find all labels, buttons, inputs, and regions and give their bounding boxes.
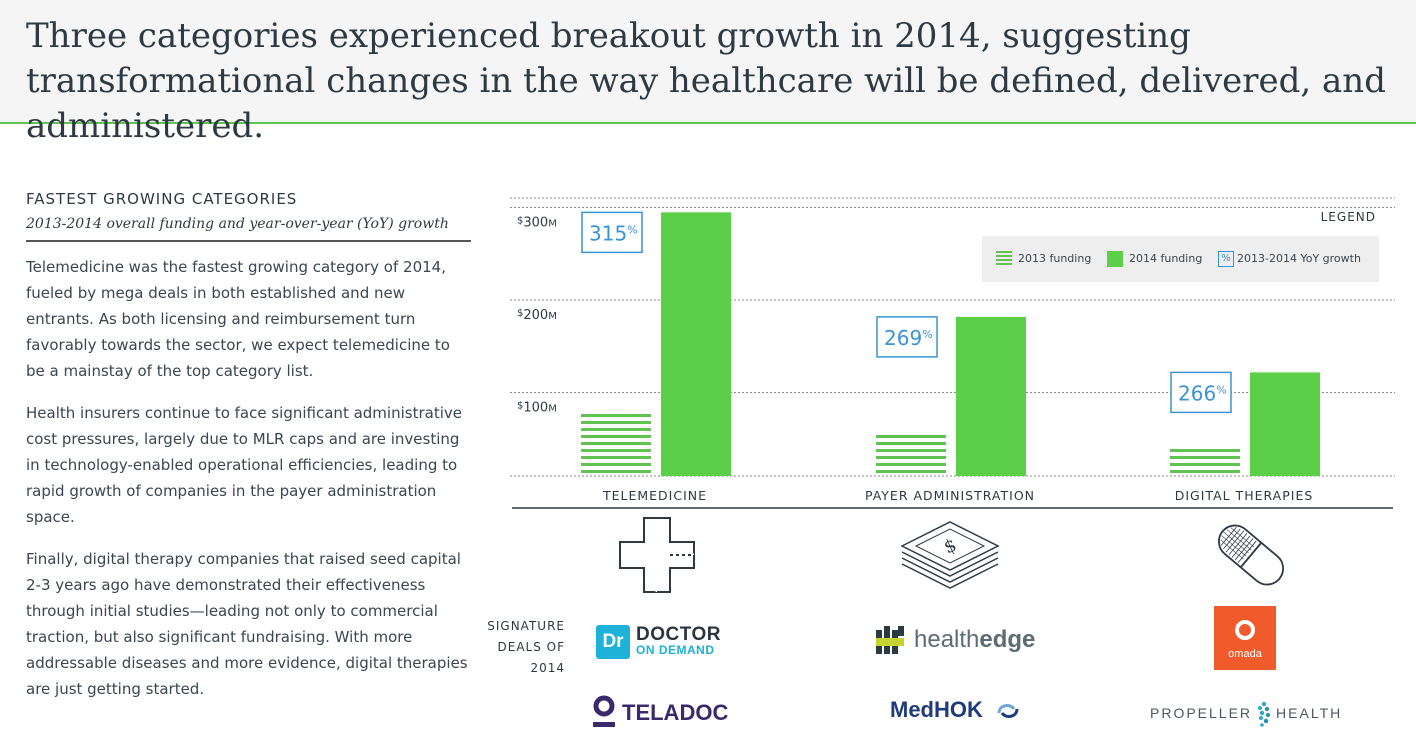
teladoc-wordmark: TELADOC [622, 700, 729, 725]
bar-2013-1 [876, 434, 946, 476]
bar-2013-2 [1170, 448, 1240, 476]
legend-item-2014: 2014 funding [1107, 250, 1202, 268]
signature-line-3: 2014 [530, 661, 565, 675]
y-tick-label-200: $200M [517, 308, 557, 323]
yoy-box-0 [581, 211, 643, 254]
medical-cross-icon [619, 517, 695, 593]
signature-deals-label: SIGNATURE DEALS OF 2014 [470, 616, 565, 679]
signature-line-1: SIGNATURE [487, 619, 565, 633]
bar-2014-2 [1250, 372, 1320, 476]
bar-2014-0 [661, 212, 731, 476]
legend-item-2013: 2013 funding [996, 250, 1091, 268]
medhok-logo: MedHOK [890, 697, 1030, 727]
omada-ring-icon [1235, 620, 1255, 640]
doctor-on-demand-line2: ON DEMAND [636, 643, 715, 657]
propeller-dots-icon [1258, 701, 1271, 727]
section-title: FASTEST GROWING CATEGORIES [26, 190, 298, 208]
doctor-on-demand-logo: Dr DOCTOR ON DEMAND [596, 622, 726, 662]
category-label-0: TELEMEDICINE [602, 488, 707, 503]
omada-logo: omada [1214, 606, 1276, 670]
paragraph-digital-therapies: Finally, digital therapy companies that … [26, 550, 468, 698]
teladoc-logo: TELADOC [592, 695, 732, 729]
solid-swatch-icon [1107, 251, 1123, 267]
page-title: Three categories experienced breakout gr… [26, 16, 1386, 146]
health-word: HEALTH [1276, 705, 1343, 721]
healthedge-mark-icon [876, 626, 904, 654]
yoy-label-2: 266% [1178, 381, 1227, 405]
doctor-on-demand-mark: Dr [596, 625, 630, 659]
medhok-swirl-icon [997, 704, 1019, 718]
chart-legend: 2013 funding 2014 funding % 2013-2014 YoY… [982, 236, 1379, 282]
legend-label-2014: 2014 funding [1129, 252, 1203, 265]
propeller-health-logo: PROPELLER HEALTH [1150, 700, 1350, 727]
header-band: Three categories experienced breakout gr… [0, 0, 1416, 146]
text-column: FASTEST GROWING CATEGORIES 2013-2014 ove… [26, 190, 471, 702]
legend-item-growth: % 2013-2014 YoY growth [1218, 250, 1361, 268]
percent-box-icon: % [1218, 251, 1234, 267]
teladoc-mark-icon [593, 695, 615, 727]
legend-label-growth: 2013-2014 YoY growth [1237, 252, 1361, 265]
healthedge-logo: healthedge [874, 622, 1035, 662]
yoy-label-0: 315% [589, 221, 638, 245]
stacked-dollar-bills-icon: $ [900, 521, 1000, 589]
doctor-on-demand-line1: DOCTOR [636, 624, 721, 645]
y-tick-label-300: $300M [517, 216, 557, 231]
legend-title: LEGEND [1320, 210, 1376, 224]
propeller-word: PROPELLER [1150, 705, 1253, 721]
category-label-1: PAYER ADMINISTRATION [865, 488, 1035, 503]
pill-capsule-icon [1218, 524, 1284, 586]
healthedge-wordmark: healthedge [914, 626, 1035, 654]
paragraph-payer: Health insurers continue to face signifi… [26, 404, 462, 526]
chart-canvas: $100M $200M $300M 315% TELEMEDICINE 269% PAYER… [510, 197, 1395, 509]
yoy-box-1 [876, 316, 938, 358]
striped-swatch-icon [996, 251, 1012, 267]
legend-label-2013: 2013 funding [1018, 252, 1092, 265]
funding-bar-chart: $100M $200M $300M 315% TELEMEDICINE 269% PAYER… [505, 190, 1400, 510]
bar-2014-1 [956, 316, 1026, 476]
category-icons: $ [505, 512, 1400, 602]
bar-2013-0 [581, 413, 651, 476]
omada-wordmark: omada [1228, 648, 1262, 660]
y-tick-label-100: $100M [517, 401, 557, 416]
category-label-2: DIGITAL THERAPIES [1175, 488, 1314, 503]
healthedge-bold: edge [979, 626, 1036, 653]
healthedge-light: health [914, 626, 980, 653]
section-subtitle: 2013-2014 overall funding and year-over-… [26, 210, 471, 242]
medhok-wordmark: MedHOK [890, 697, 983, 722]
signature-line-2: DEALS OF [497, 640, 565, 654]
yoy-box-2 [1170, 371, 1232, 414]
yoy-label-1: 269% [884, 326, 933, 350]
paragraph-telemedicine: Telemedicine was the fastest growing cat… [26, 258, 450, 380]
